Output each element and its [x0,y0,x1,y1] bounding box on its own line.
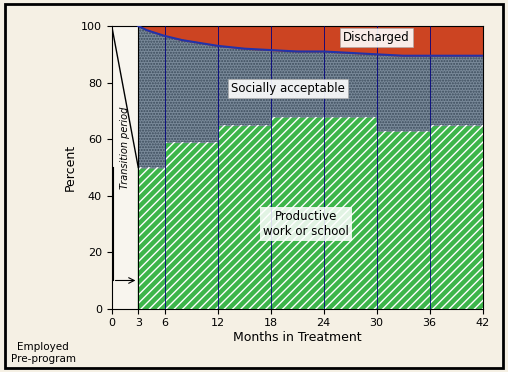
Bar [112,26,138,309]
Text: Transition period: Transition period [120,106,130,189]
Text: Discharged: Discharged [343,31,410,44]
X-axis label: Months in Treatment: Months in Treatment [233,331,362,344]
Y-axis label: Percent: Percent [64,144,77,191]
Text: Employed
Pre-program: Employed Pre-program [11,342,76,364]
Text: Socially acceptable: Socially acceptable [232,82,345,95]
Text: Productive
work or school: Productive work or school [263,210,349,238]
